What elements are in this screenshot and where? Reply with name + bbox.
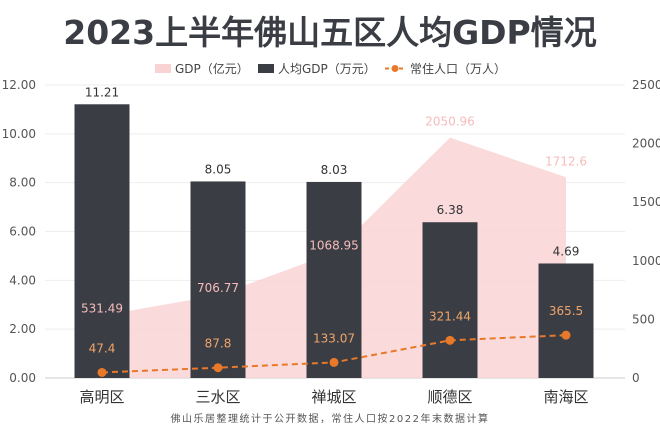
gdp-value-label: 1068.95 xyxy=(309,239,359,253)
data-labels: 11.21 8.05 8.03 6.38 4.69 531.49 706.77 1068.95… xyxy=(81,85,587,355)
legend-swatch-population-dot xyxy=(391,65,399,72)
legend-label-gdp: GDP（亿元） xyxy=(175,61,249,76)
right-tick-label: 1000 xyxy=(632,254,660,268)
population-point xyxy=(561,330,571,340)
left-tick-label: 12.00 xyxy=(2,78,36,92)
population-value-label: 321.44 xyxy=(429,309,471,323)
category-label: 三水区 xyxy=(195,388,240,406)
population-value-label: 47.4 xyxy=(89,341,116,355)
left-tick-label: 10.00 xyxy=(2,127,36,141)
bar xyxy=(190,181,246,378)
footnote: 佛山乐居整理统计于公开数据，常住人口按2022年末数据计算 xyxy=(171,412,490,425)
bar xyxy=(74,104,130,378)
category-label: 禅城区 xyxy=(311,388,356,406)
gdp-value-label: 531.49 xyxy=(81,302,123,316)
legend-swatch-per-capita-gdp xyxy=(258,64,274,73)
chart-title: 2023上半年佛山五区人均GDP情况 xyxy=(63,13,597,52)
population-value-label: 365.5 xyxy=(549,304,583,318)
left-tick-label: 4.00 xyxy=(9,273,36,287)
right-tick-label: 500 xyxy=(632,312,655,326)
gdp-value-label: 2050.96 xyxy=(425,115,475,129)
bar-value-label: 11.21 xyxy=(85,85,119,99)
axes: 0.00 2.00 4.00 6.00 8.00 10.00 12.00 0 500 1000 15… xyxy=(2,78,660,406)
bar-value-label: 6.38 xyxy=(437,203,464,217)
gdp-value-label: 706.77 xyxy=(197,281,239,295)
legend-label-per-capita-gdp: 人均GDP（万元） xyxy=(278,62,376,76)
legend-label-population: 常住人口（万人） xyxy=(410,62,506,76)
right-tick-label: 0 xyxy=(632,371,640,385)
bar xyxy=(422,222,478,378)
bar xyxy=(306,181,362,378)
bar-value-label: 8.03 xyxy=(321,163,348,177)
legend: GDP（亿元） 人均GDP（万元） 常住人口（万人） xyxy=(155,61,506,76)
population-value-label: 133.07 xyxy=(313,331,355,345)
category-label: 顺德区 xyxy=(427,388,472,406)
category-label: 南海区 xyxy=(543,388,588,406)
left-tick-label: 6.00 xyxy=(9,225,36,239)
population-line-series xyxy=(97,330,571,377)
left-tick-label: 2.00 xyxy=(9,322,36,336)
population-point xyxy=(329,357,339,367)
bar-value-label: 8.05 xyxy=(205,162,232,176)
left-tick-label: 0.00 xyxy=(9,371,36,385)
right-tick-label: 2000 xyxy=(632,137,660,151)
bar xyxy=(538,263,594,378)
right-tick-label: 1500 xyxy=(632,195,660,209)
left-tick-label: 8.00 xyxy=(9,176,36,190)
population-point xyxy=(445,335,455,345)
bar-value-label: 4.69 xyxy=(553,244,580,258)
population-point xyxy=(97,367,107,377)
category-label: 高明区 xyxy=(79,388,124,406)
right-tick-label: 2500 xyxy=(632,78,660,92)
population-value-label: 87.8 xyxy=(205,337,232,351)
legend-swatch-gdp xyxy=(155,64,171,73)
per-capita-gdp-bars xyxy=(74,104,594,378)
gdp-value-label: 1712.6 xyxy=(545,154,587,168)
population-point xyxy=(213,363,223,373)
